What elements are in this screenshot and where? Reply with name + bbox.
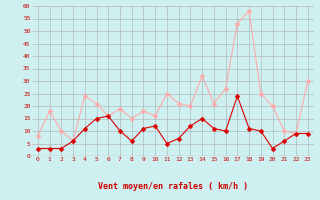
X-axis label: Vent moyen/en rafales ( km/h ): Vent moyen/en rafales ( km/h )	[98, 182, 248, 191]
